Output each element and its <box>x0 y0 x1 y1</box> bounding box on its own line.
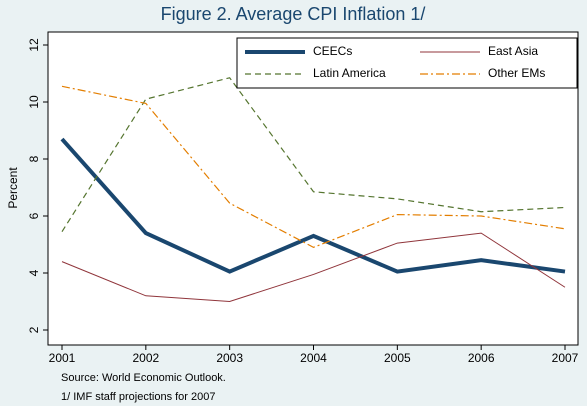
y-tick-label: 12 <box>27 38 41 52</box>
x-tick-label: 2005 <box>384 351 411 365</box>
series-line <box>60 137 566 274</box>
y-tick-label: 2 <box>27 326 41 333</box>
chart-title: Figure 2. Average CPI Inflation 1/ <box>161 4 426 24</box>
x-tick-label: 2007 <box>552 351 579 365</box>
y-tick-label: 8 <box>27 155 41 162</box>
note: Source: World Economic Outlook. <box>61 372 226 384</box>
y-tick-label: 10 <box>27 95 41 109</box>
series-line <box>61 232 566 303</box>
legend-label: Other EMs <box>488 66 545 80</box>
y-axis-label: Percent <box>6 167 20 209</box>
x-tick-label: 2004 <box>300 351 327 365</box>
series-line <box>61 85 566 249</box>
x-tick-label: 2002 <box>132 351 159 365</box>
legend-label: CEECs <box>313 44 352 58</box>
y-tick-label: 4 <box>27 269 41 276</box>
x-tick-label: 2003 <box>216 351 243 365</box>
note: 1/ IMF staff projections for 2007 <box>61 391 215 403</box>
legend-box <box>236 37 578 89</box>
y-tick-label: 6 <box>27 212 41 219</box>
x-tick-label: 2001 <box>49 351 76 365</box>
x-tick-label: 2006 <box>468 351 495 365</box>
legend-label: Latin America <box>313 66 386 80</box>
legend-label: East Asia <box>488 44 538 58</box>
series-line <box>61 77 566 232</box>
